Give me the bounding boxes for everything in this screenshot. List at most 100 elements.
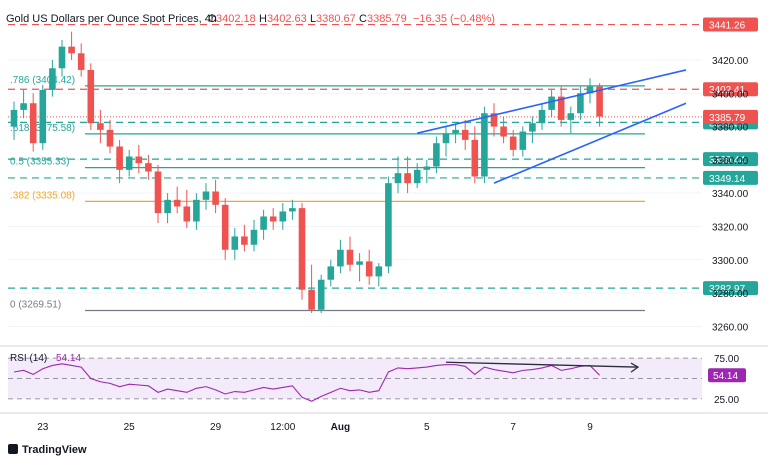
price-level-label: 3402.41: [709, 85, 746, 96]
y-tick-label: 3260.00: [712, 322, 749, 333]
tradingview-logo[interactable]: TradingView: [8, 444, 87, 456]
candle-body: [481, 113, 488, 177]
candle-body: [58, 46, 66, 69]
candle-body: [452, 129, 459, 134]
fib-level-label: .382 (3335.08): [10, 190, 75, 201]
price-level-label: 3441.26: [709, 21, 746, 32]
price-level-tag: [703, 152, 758, 167]
candle-body: [375, 266, 383, 277]
rsi-divergence-arrowhead: [630, 362, 640, 373]
candle-body: [557, 96, 565, 120]
candle-body: [404, 173, 411, 184]
price-level-tag: [703, 17, 758, 32]
candle-body: [461, 129, 469, 140]
candle-body: [442, 133, 450, 144]
ohlc-readout: O 3402.18 H 3402.63 L 3380.67 C 3385.79 …: [208, 13, 495, 25]
rsi-divergence-line: [445, 361, 639, 368]
rsi-current-value: 54.14: [56, 353, 81, 364]
candle-body: [154, 171, 162, 214]
rsi-line: [13, 363, 600, 402]
candle-body: [596, 86, 603, 117]
candle-body: [490, 113, 498, 127]
candle-body: [577, 93, 584, 114]
candle-body: [289, 208, 296, 212]
channel-trendline: [493, 102, 687, 184]
price-level-tag: [703, 170, 758, 185]
candle-body: [298, 208, 306, 290]
candle-body: [125, 156, 133, 170]
candle-body: [260, 216, 267, 230]
high-value: 3402.63: [267, 13, 307, 25]
rising-wedge-channel[interactable]: [417, 69, 687, 184]
rsi-panel: RSI (14) 54.14: [8, 353, 702, 402]
candlestick-series: [10, 31, 603, 314]
change-value: −16.35 (−0.48%): [413, 13, 495, 25]
candle-body: [500, 126, 507, 137]
x-tick-label: Aug: [331, 422, 350, 433]
candle-body: [212, 191, 219, 205]
candle-body: [433, 143, 440, 167]
candle-body: [586, 86, 594, 94]
candle-body: [20, 103, 27, 110]
candle-body: [385, 183, 392, 267]
x-tick-label: 7: [510, 422, 516, 433]
chart-title: Gold US Dollars per Ounce Spot Prices, 4…: [6, 13, 217, 25]
candle-body: [538, 109, 546, 124]
y-tick-label: 3400.00: [712, 89, 749, 100]
price-axis: 3420.00 3400.00 3380.00 3360.00 3340.00 3320.…: [708, 56, 749, 406]
x-tick-label: 23: [37, 422, 49, 433]
candle-body: [183, 206, 191, 222]
x-tick-label: 5: [424, 422, 430, 433]
candle-body: [221, 204, 229, 250]
tradingview-logo-mark: [8, 444, 18, 454]
candle-body: [519, 131, 527, 150]
y-tick-label: 3360.00: [712, 156, 749, 167]
candle-body: [231, 236, 239, 250]
candle-body: [202, 191, 210, 200]
rsi-value-tag-label: 54.14: [713, 371, 738, 382]
candle-body: [164, 199, 171, 214]
candle-body: [250, 229, 258, 245]
x-tick-label: 25: [124, 422, 136, 433]
low-label: L: [310, 13, 316, 25]
channel-trendline: [417, 69, 687, 134]
low-value: 3380.67: [316, 13, 356, 25]
price-level-label: 3349.14: [709, 174, 746, 185]
candle-body: [509, 136, 517, 150]
candle-body: [241, 236, 248, 245]
x-tick-label: 9: [587, 422, 593, 433]
candle-body: [49, 68, 56, 90]
candle-body: [327, 266, 335, 280]
high-label: H: [259, 13, 267, 25]
open-label: O: [208, 13, 217, 25]
rsi-tick-label: 25.00: [714, 395, 739, 406]
price-level-label: 3360.44: [709, 155, 746, 166]
candle-body: [279, 211, 287, 222]
x-tick-label: 12:00: [270, 422, 295, 433]
candle-body: [87, 69, 95, 124]
grid-layer: [0, 59, 768, 414]
y-tick-label: 3380.00: [712, 123, 749, 134]
rsi-title: RSI (14): [10, 353, 47, 364]
candle-body: [423, 166, 431, 170]
candle-body: [145, 163, 152, 172]
y-tick-label: 3340.00: [712, 189, 749, 200]
candle-body: [365, 261, 373, 277]
price-levels[interactable]: 3441.263402.413382.503360.443349.143282.…: [8, 17, 758, 296]
last-price-tag: [703, 109, 758, 124]
close-label: C: [359, 13, 367, 25]
candle-body: [567, 113, 575, 120]
candle-body: [116, 146, 123, 170]
price-level-tag: [703, 82, 758, 97]
y-tick-label: 3420.00: [712, 56, 749, 67]
candle-body: [193, 199, 200, 222]
candle-body: [39, 89, 47, 144]
tradingview-brand: TradingView: [22, 444, 87, 456]
candle-body: [308, 289, 315, 310]
candle-body: [97, 123, 104, 130]
candle-body: [173, 199, 181, 207]
candle-body: [269, 216, 277, 222]
rsi-tick-label: 75.00: [714, 354, 739, 365]
x-tick-label: 29: [210, 422, 222, 433]
